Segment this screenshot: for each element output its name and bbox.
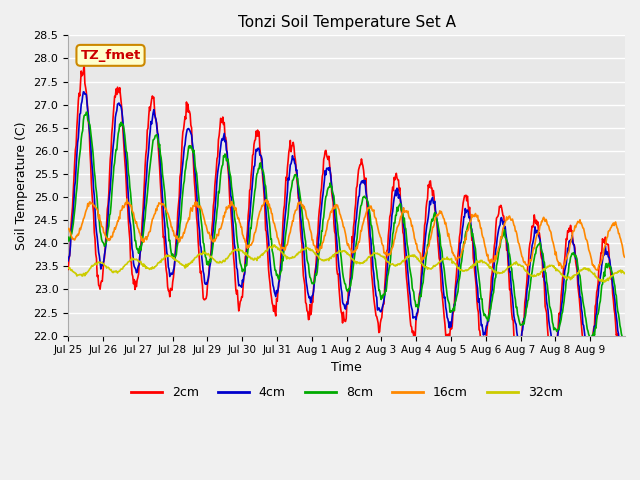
Legend: 2cm, 4cm, 8cm, 16cm, 32cm: 2cm, 4cm, 8cm, 16cm, 32cm <box>125 382 568 405</box>
Y-axis label: Soil Temperature (C): Soil Temperature (C) <box>15 121 28 250</box>
Text: TZ_fmet: TZ_fmet <box>81 49 141 62</box>
X-axis label: Time: Time <box>332 361 362 374</box>
Title: Tonzi Soil Temperature Set A: Tonzi Soil Temperature Set A <box>237 15 456 30</box>
